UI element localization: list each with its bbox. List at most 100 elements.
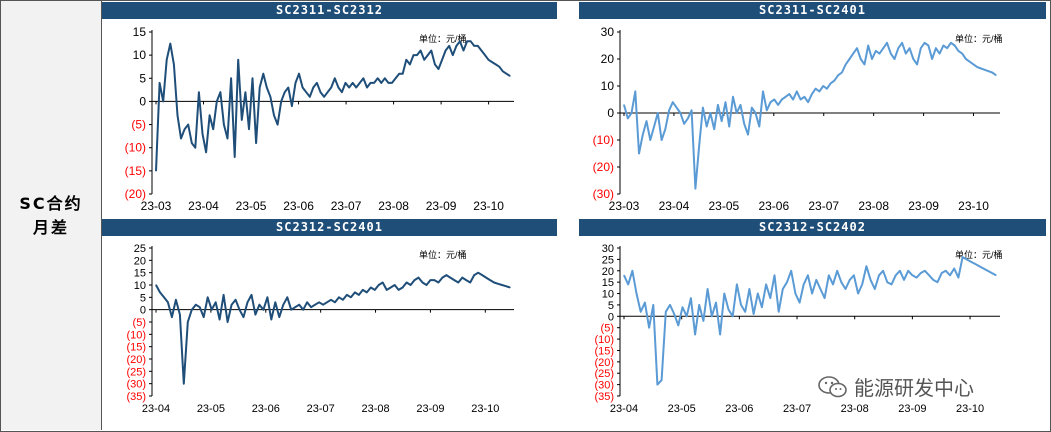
data-point bbox=[871, 58, 873, 60]
data-point bbox=[484, 54, 486, 56]
x-tick-label: 23-05 bbox=[197, 403, 225, 415]
data-point bbox=[677, 324, 679, 327]
data-point bbox=[786, 281, 788, 283]
data-point bbox=[640, 311, 642, 313]
data-point bbox=[856, 47, 858, 49]
data-point bbox=[175, 299, 177, 301]
data-point bbox=[660, 139, 663, 141]
data-point bbox=[207, 296, 209, 298]
data-point bbox=[373, 82, 375, 84]
data-point bbox=[861, 283, 863, 286]
data-point bbox=[216, 100, 218, 103]
data-point bbox=[849, 279, 851, 281]
data-point bbox=[623, 274, 625, 276]
data-point bbox=[230, 77, 232, 79]
x-tick-label: 23-09 bbox=[908, 199, 939, 213]
data-point bbox=[920, 47, 922, 49]
data-point bbox=[935, 47, 937, 49]
data-point bbox=[656, 384, 659, 386]
data-point bbox=[928, 274, 930, 276]
data-point bbox=[852, 53, 854, 55]
x-tick-label: 23-04 bbox=[188, 199, 219, 213]
data-point bbox=[727, 308, 730, 311]
data-point bbox=[176, 114, 179, 116]
y-tick-label: 20 bbox=[134, 255, 146, 267]
data-point bbox=[270, 318, 272, 321]
data-point bbox=[665, 311, 667, 313]
data-point bbox=[899, 270, 901, 272]
data-point bbox=[155, 284, 157, 286]
data-point bbox=[946, 47, 948, 49]
data-point bbox=[811, 93, 813, 95]
data-point bbox=[212, 128, 214, 130]
data-point bbox=[318, 301, 320, 303]
y-tick-label: 10 bbox=[601, 79, 615, 93]
data-point bbox=[715, 302, 717, 304]
data-point bbox=[782, 288, 784, 290]
data-point bbox=[673, 313, 675, 315]
data-point bbox=[280, 100, 282, 103]
data-point bbox=[972, 63, 975, 65]
y-tick-label: 25 bbox=[134, 243, 146, 255]
data-point bbox=[405, 59, 407, 61]
data-point bbox=[423, 59, 425, 61]
series-line bbox=[623, 256, 997, 386]
data-point bbox=[758, 125, 760, 128]
data-point bbox=[352, 82, 354, 84]
chart-sc2312-sc2401: 2520151050(5)(10)(15)(20)(25)(30)(35)23-… bbox=[126, 243, 514, 415]
data-point bbox=[778, 311, 780, 313]
data-point bbox=[840, 281, 842, 283]
data-point bbox=[386, 289, 388, 291]
data-point bbox=[457, 281, 459, 284]
data-point bbox=[882, 270, 884, 272]
data-point bbox=[723, 292, 725, 295]
data-point bbox=[969, 61, 971, 63]
data-point bbox=[238, 309, 241, 311]
data-point bbox=[627, 283, 629, 286]
data-point bbox=[630, 112, 633, 114]
data-point bbox=[251, 77, 254, 79]
y-tick-label: (10) bbox=[594, 334, 614, 346]
data-point bbox=[402, 286, 404, 289]
data-point bbox=[226, 137, 229, 140]
data-point bbox=[434, 63, 436, 65]
data-point bbox=[219, 91, 221, 93]
chart-title-3: SC2312-SC2401 bbox=[102, 219, 557, 236]
data-point bbox=[970, 261, 972, 263]
data-point bbox=[380, 82, 382, 84]
data-point bbox=[649, 139, 651, 141]
data-point bbox=[298, 304, 300, 306]
data-point bbox=[815, 279, 817, 281]
data-point bbox=[915, 277, 918, 279]
data-point bbox=[429, 279, 432, 281]
y-tick-label: 0 bbox=[139, 94, 146, 108]
y-tick-label: (25) bbox=[594, 368, 614, 380]
data-point bbox=[322, 304, 324, 306]
data-point bbox=[384, 77, 386, 79]
data-point bbox=[870, 279, 872, 281]
data-point bbox=[425, 284, 428, 286]
data-point bbox=[350, 296, 352, 298]
data-point bbox=[676, 107, 678, 109]
data-point bbox=[803, 96, 805, 98]
data-point bbox=[359, 82, 361, 84]
data-point bbox=[941, 272, 943, 274]
data-point bbox=[505, 73, 508, 75]
data-point bbox=[433, 279, 436, 281]
y-tick-label: 10 bbox=[133, 48, 147, 62]
data-point bbox=[230, 304, 233, 306]
y-tick-label: (20) bbox=[594, 357, 614, 369]
data-point bbox=[501, 284, 503, 286]
data-point bbox=[374, 289, 376, 291]
data-point bbox=[462, 49, 465, 52]
data-point bbox=[903, 279, 905, 281]
data-point bbox=[694, 188, 696, 190]
y-tick-label: (30) bbox=[594, 380, 614, 392]
y-tick-label: (10) bbox=[593, 133, 614, 147]
data-point bbox=[728, 125, 730, 128]
sidebar-line-2: 月差 bbox=[32, 217, 69, 237]
y-tick-label: 5 bbox=[608, 300, 614, 312]
data-point bbox=[911, 274, 914, 276]
data-point bbox=[278, 316, 280, 318]
data-point bbox=[491, 61, 493, 63]
